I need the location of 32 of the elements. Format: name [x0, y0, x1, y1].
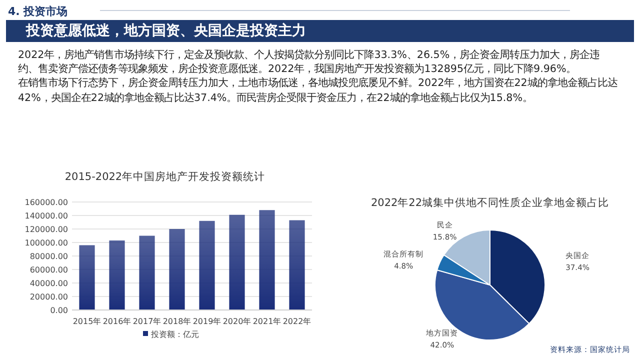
bar	[79, 245, 95, 310]
y-tick-label: 40000.00	[30, 279, 68, 288]
x-tick-label: 2020年	[222, 317, 252, 326]
text: 4. 投资市场	[8, 4, 68, 19]
chart-title: 2022年22城集中供地不同性质企业拿地金额占比	[370, 196, 610, 209]
x-tick-label: 2022年	[282, 317, 312, 326]
bar	[169, 229, 185, 310]
bar	[109, 240, 125, 310]
text: 投资意愿低迷，地方国资、央国企是投资主力	[26, 22, 306, 40]
x-tick-label: 2015年	[72, 317, 102, 326]
bar	[199, 220, 215, 310]
y-tick-label: 80000.00	[30, 252, 68, 261]
text: 在销售市场下行态势下，房企资金周转压力加大，土地市场低迷，各地城投兜底屡见不鲜。2022年，地方国资在22城的拿地金额占比达42%，央国企在22城的拿地金额占比达37.4%。而民营房企受限于资金压力，在22城的拿地金额占比仅为15.8%。	[18, 76, 618, 105]
y-tick-label: 100000.00	[24, 238, 68, 248]
chart-title: 2015-2022年中国房地产开发投资额统计	[64, 170, 266, 183]
legend-label: 投资额：亿元	[150, 330, 199, 339]
bar	[139, 236, 155, 310]
x-tick-label: 2018年	[162, 317, 192, 326]
y-tick-label: 0.00	[50, 306, 68, 315]
x-tick-label: 2016年	[102, 317, 132, 326]
y-tick-label: 60000.00	[30, 266, 68, 274]
y-tick-label: 120000.00	[24, 225, 68, 234]
y-tick-label: 20000.00	[30, 292, 68, 302]
x-tick-label: 2017年	[132, 317, 162, 326]
bar	[229, 214, 245, 310]
y-tick-label: 140000.00	[24, 212, 68, 220]
bar	[259, 210, 275, 310]
x-tick-label: 2021年	[252, 317, 282, 326]
x-tick-label: 2019年	[192, 317, 222, 326]
y-tick-label: 160000.00	[24, 198, 68, 207]
bar	[289, 220, 305, 310]
text: 2022年，房地产销售市场持续下行，定金及预收款、个人按揭贷款分别同比下降33.3%、26.5%，房企资金周转压力加大，房企违约、售卖资产偿还债务等现象频发，房企投资意愿低迷。2022年，我国房地产开发投资额为132895亿元，同比下降9.96%。	[18, 48, 601, 76]
